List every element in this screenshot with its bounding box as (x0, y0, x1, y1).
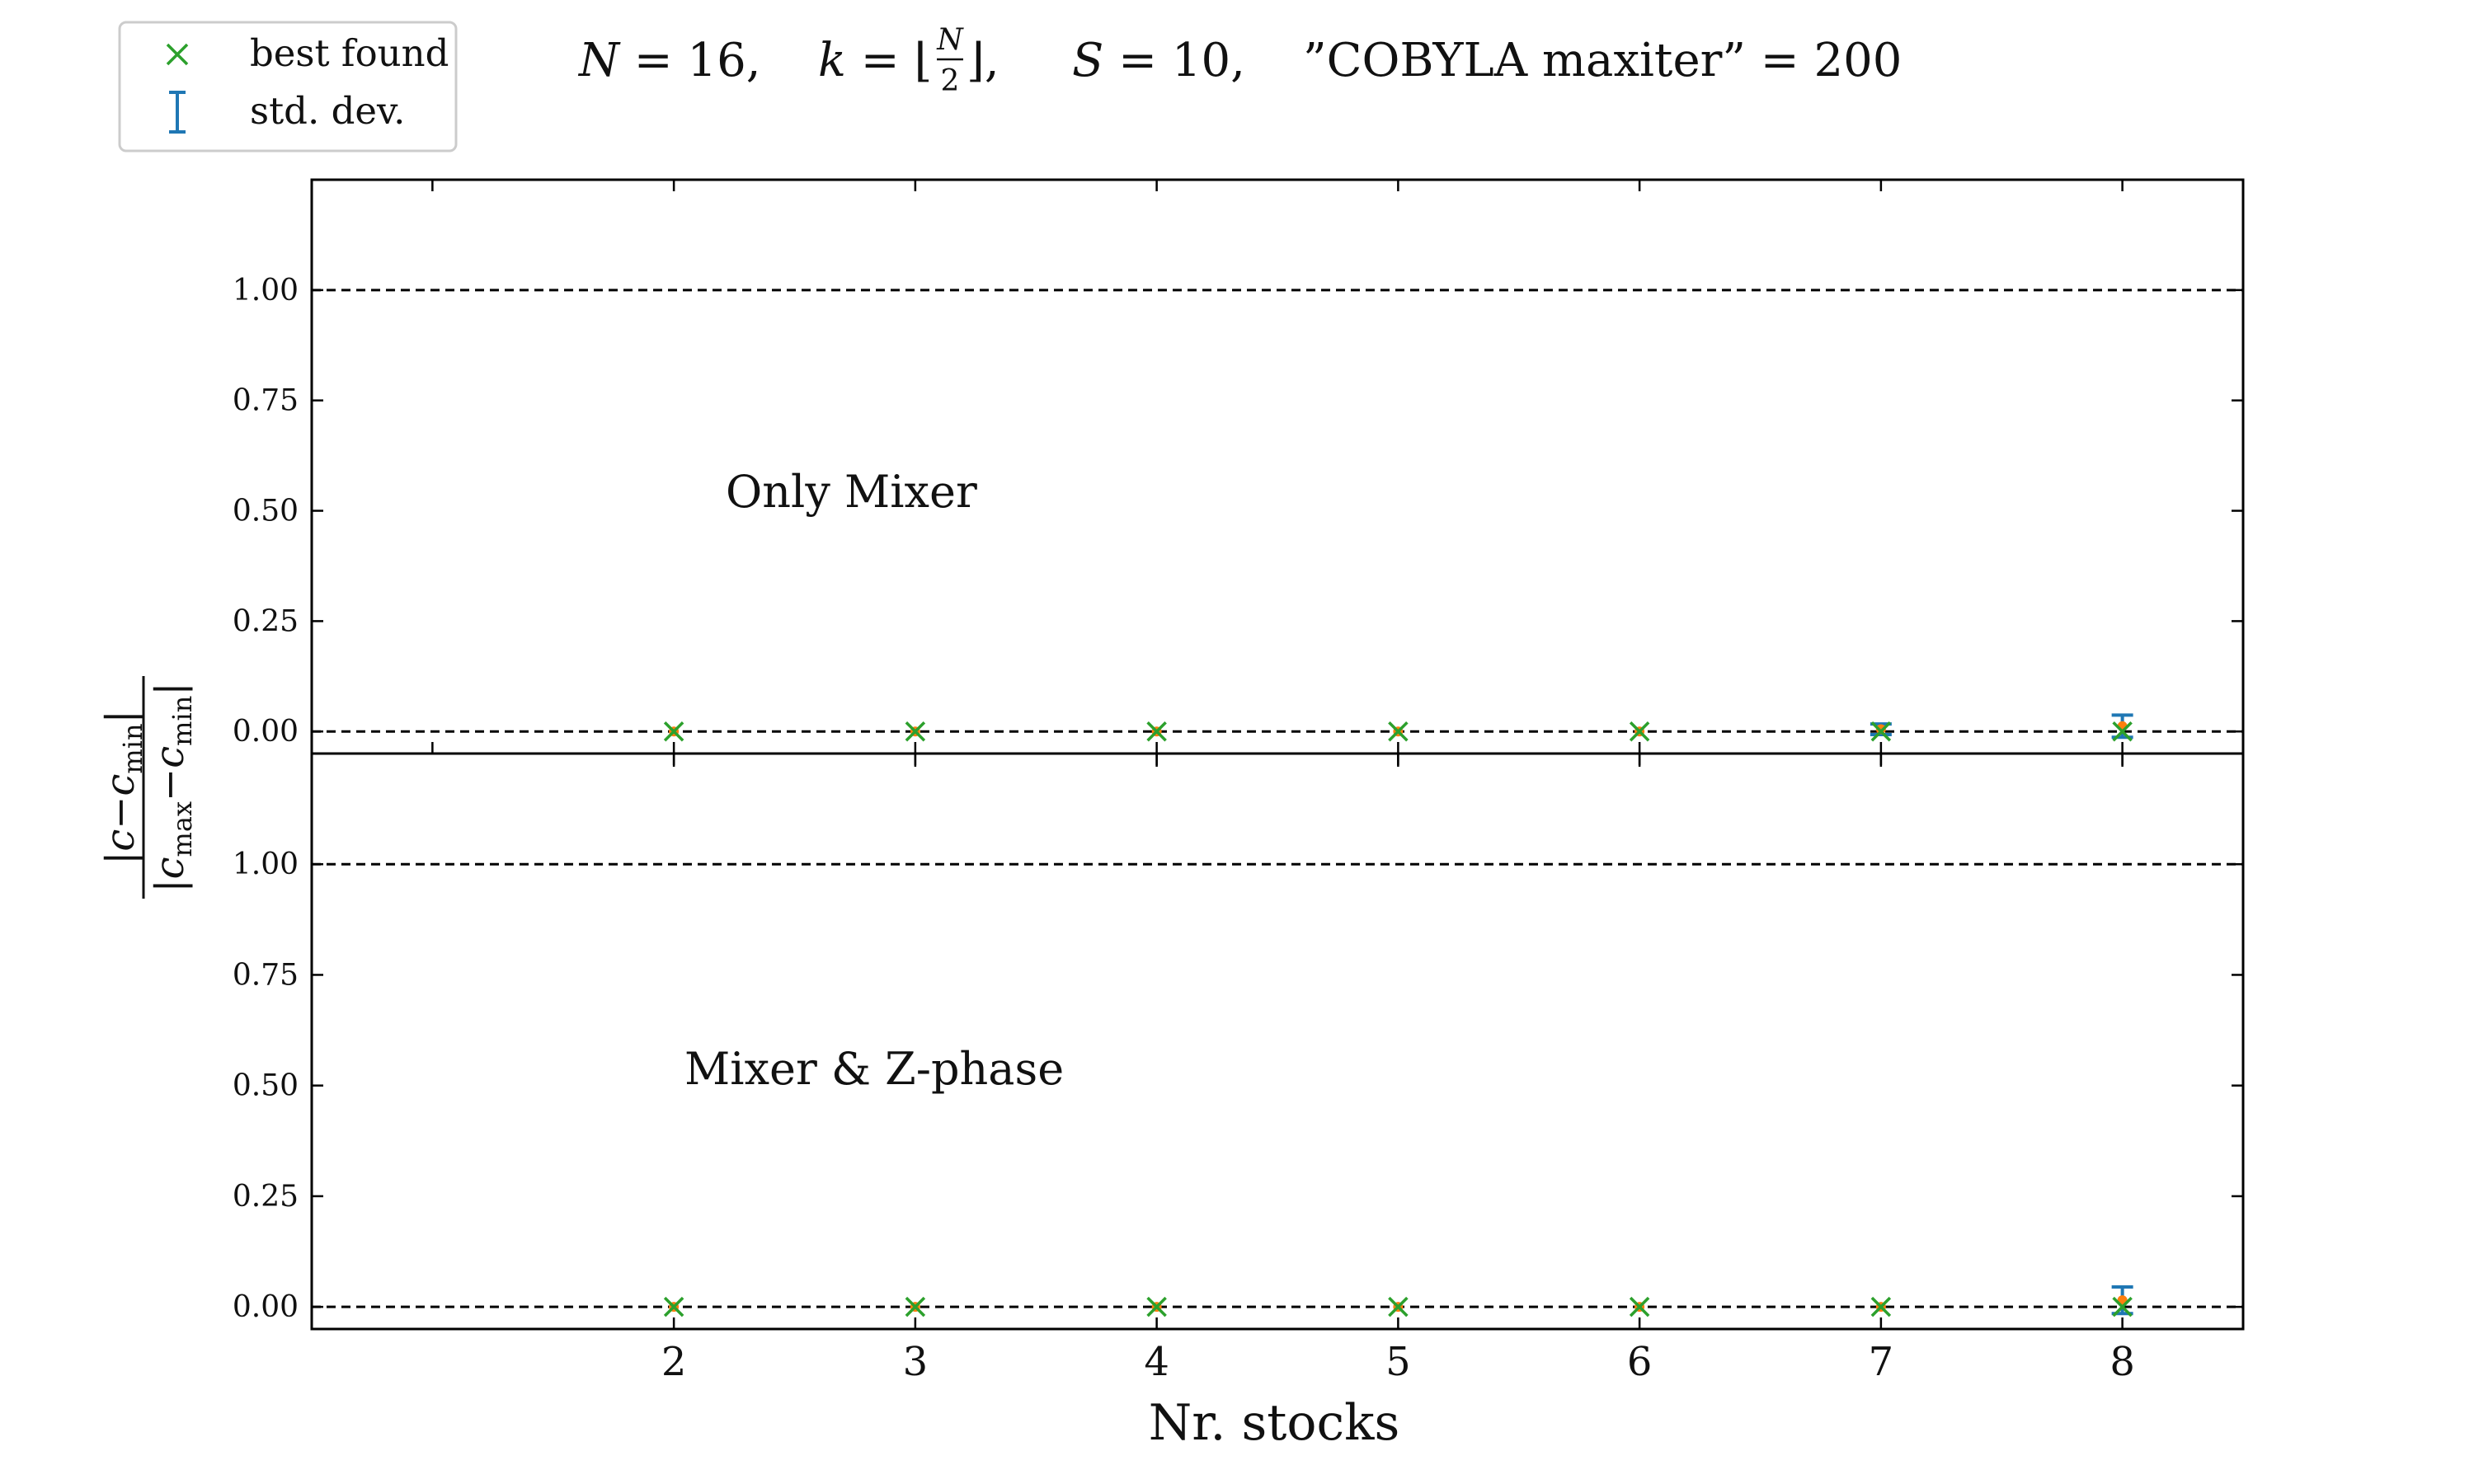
x-tick-label: 6 (1627, 1339, 1653, 1385)
axes-frame (310, 752, 2245, 1331)
y-tick-label: 1.00 (233, 848, 299, 881)
best-found-marker (2112, 721, 2133, 742)
y-tick-label: 0.75 (233, 384, 299, 418)
legend-frame (118, 21, 458, 153)
x-tick-label: 7 (1869, 1339, 1894, 1385)
panel-mixer-z-phase: 0.00 0.25 0.50 0.75 1.00 2 3 4 5 6 7 8 Mixer & Z-pha… (233, 752, 2245, 1385)
title-s-part: S = 10, (1072, 34, 1245, 87)
best-found-marker (663, 721, 684, 742)
legend-best-found-marker (166, 43, 189, 66)
y-label-denominator: |cmax−cmin| (147, 683, 198, 893)
best-found-marker (1146, 1296, 1167, 1317)
y-tick-label: 0.25 (233, 1180, 299, 1214)
panel-label: Mixer & Z-phase (684, 1043, 1064, 1095)
best-found-marker (1146, 721, 1167, 742)
title-cobyla-part: ”COBYLA maxiter” = 200 (1303, 34, 1902, 87)
panel-label: Only Mixer (726, 466, 977, 518)
legend-best-found-label: best found (250, 31, 449, 75)
best-found-marker (1870, 1296, 1892, 1317)
y-tick-label: 0.50 (233, 1069, 299, 1103)
x-tick-label: 5 (1385, 1339, 1411, 1385)
best-found-marker (663, 1296, 684, 1317)
chart-title: N = 16, k = ⌊ N 2 ⌋, S = 10, ”COBYLA max… (577, 23, 1902, 98)
best-found-marker (905, 1296, 926, 1317)
y-axis-label: |c−cmin| |cmax−cmin| (97, 676, 198, 899)
y-tick-label: 0.00 (233, 715, 299, 749)
y-tick-label: 0.75 (233, 958, 299, 992)
legend-std-dev-label: std. dev. (250, 89, 405, 133)
best-found-marker (1870, 721, 1892, 742)
best-found-marker (905, 721, 926, 742)
best-found-marker (1629, 721, 1650, 742)
title-k-floor-close: ⌋, (967, 34, 999, 87)
x-tick-label: 2 (661, 1339, 687, 1385)
title-n-part: N = 16, (577, 34, 761, 87)
x-axis-label: Nr. stocks (1149, 1394, 1400, 1452)
y-tick-label: 1.00 (233, 274, 299, 308)
x-tick-label: 4 (1144, 1339, 1169, 1385)
best-found-marker (1388, 1296, 1409, 1317)
best-found-marker (2112, 1296, 2133, 1317)
y-tick-label: 0.50 (233, 495, 299, 528)
best-found-marker (1629, 1296, 1650, 1317)
y-tick-label: 0.25 (233, 604, 299, 638)
panel-only-mixer: 0.00 0.25 0.50 0.75 1.00 Only Mixer (233, 178, 2245, 767)
y-tick-label: 0.00 (233, 1290, 299, 1324)
mean-point (1875, 724, 1886, 735)
x-tick-label: 8 (2109, 1339, 2135, 1385)
title-k-part: k = ⌊ (818, 34, 932, 87)
title-k-denominator: 2 (941, 64, 960, 98)
best-found-marker (1388, 721, 1409, 742)
x-tick-label: 3 (903, 1339, 929, 1385)
legend-std-dev-marker (169, 91, 186, 134)
title-k-numerator: N (936, 23, 964, 57)
legend: best found std. dev. (118, 21, 458, 153)
